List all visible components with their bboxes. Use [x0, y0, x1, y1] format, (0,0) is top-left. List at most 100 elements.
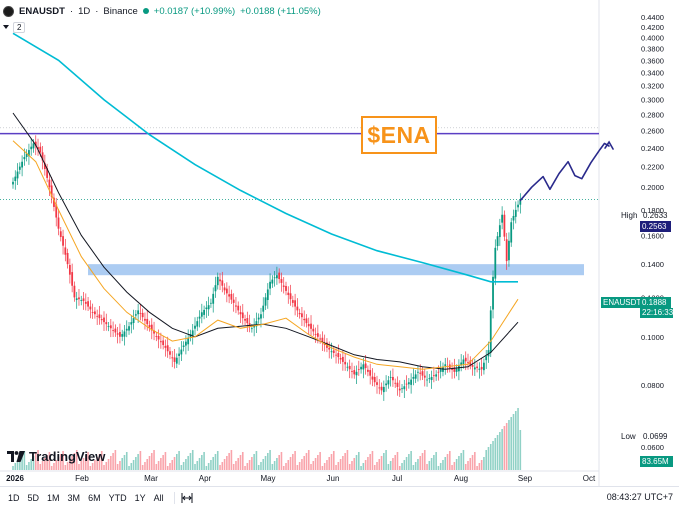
- candle-body: [94, 311, 96, 315]
- candle-body: [394, 382, 397, 384]
- candle-body: [367, 369, 369, 372]
- volume-bar: [132, 460, 135, 470]
- candle-body: [96, 315, 99, 317]
- candle-body: [80, 300, 83, 301]
- candle-body: [289, 293, 292, 300]
- range-button-3m[interactable]: 3M: [67, 493, 81, 503]
- volume-bar: [355, 455, 358, 470]
- volume-bar: [212, 457, 214, 470]
- candle-body: [75, 298, 78, 301]
- volume-bar: [46, 455, 48, 470]
- volume-bar: [369, 454, 371, 470]
- support-zone: [88, 264, 584, 276]
- candle-body: [114, 328, 117, 333]
- candle-body: [155, 336, 158, 337]
- range-button-1d[interactable]: 1D: [8, 493, 20, 503]
- volume-bar: [444, 457, 447, 470]
- volume-bar: [364, 460, 367, 470]
- candle-body: [250, 328, 253, 330]
- timeframe-label[interactable]: 1D: [78, 5, 91, 17]
- candle-body: [178, 353, 180, 356]
- volume-bar: [246, 463, 249, 470]
- candle-body: [198, 316, 201, 319]
- candle-body: [169, 351, 171, 355]
- volume-bar: [474, 452, 476, 470]
- range-button-6m[interactable]: 6M: [88, 493, 101, 503]
- volume-bar: [201, 455, 203, 470]
- candle-body: [444, 364, 447, 366]
- candle-body: [382, 386, 385, 393]
- range-button-1m[interactable]: 1M: [47, 493, 60, 503]
- candle-body: [510, 222, 513, 243]
- volume-bar: [480, 460, 483, 470]
- date-range-icon[interactable]: [181, 492, 193, 504]
- x-tick-label: Oct: [583, 474, 596, 483]
- volume-bar: [78, 464, 80, 470]
- volume-bar: [380, 456, 383, 470]
- volume-bar: [196, 461, 199, 470]
- volume-bar: [185, 459, 187, 470]
- candle-body: [480, 366, 483, 370]
- volume-bar: [330, 454, 333, 470]
- volume-bar: [153, 450, 155, 470]
- candle-body: [473, 367, 476, 370]
- candle-body: [257, 317, 260, 320]
- candles: [12, 135, 522, 401]
- candle-body: [171, 357, 174, 359]
- volume-bar: [471, 455, 474, 470]
- volume-bar: [251, 457, 253, 470]
- range-button-ytd[interactable]: YTD: [108, 493, 127, 503]
- volume-bar: [160, 458, 162, 470]
- candle-body: [221, 280, 224, 286]
- volume-bar: [362, 463, 365, 470]
- clock[interactable]: 08:43:27 UTC+7: [606, 492, 673, 502]
- volume-bar: [130, 463, 133, 470]
- indicators-toggle[interactable]: 2: [3, 21, 26, 33]
- y-tick-label: 0.2600: [641, 127, 664, 136]
- price-change-alt: +0.0188 (+11.05%): [240, 5, 321, 17]
- y-tick-label: 0.0800: [641, 381, 664, 390]
- volume-bar: [23, 451, 26, 470]
- candle-body: [437, 371, 440, 373]
- volume-bar: [219, 465, 221, 470]
- candle-body: [187, 337, 190, 345]
- volume-bar: [96, 457, 98, 470]
- candle-body: [84, 301, 87, 304]
- candle-body: [100, 319, 103, 321]
- candle-body: [228, 294, 231, 297]
- candle-body: [153, 330, 155, 334]
- candle-body: [203, 309, 205, 315]
- volume-bar: [280, 452, 283, 470]
- volume-bar: [360, 466, 362, 470]
- volume-bar: [467, 461, 469, 470]
- candle-body: [266, 289, 269, 301]
- symbol-name[interactable]: ENAUSDT: [19, 5, 65, 17]
- range-button-1y[interactable]: 1Y: [134, 493, 146, 503]
- candle-body: [66, 252, 69, 265]
- candle-body: [244, 319, 246, 321]
- volume-bar: [310, 464, 312, 470]
- price-change: +0.0187 (+10.99%): [153, 5, 236, 17]
- range-button-all[interactable]: All: [153, 493, 164, 503]
- candle-body: [305, 318, 308, 324]
- symbol-tag: ENAUSDT: [601, 297, 644, 308]
- candle-body: [112, 330, 114, 331]
- volume-bar: [12, 466, 14, 470]
- volume-bar: [342, 456, 344, 470]
- range-button-5d[interactable]: 5D: [27, 493, 40, 503]
- candle-body: [378, 387, 381, 389]
- candle-body: [116, 333, 119, 335]
- volume-bar: [207, 463, 210, 470]
- volume-bar: [319, 452, 321, 470]
- candle-body: [180, 349, 183, 355]
- volume-bar: [128, 466, 130, 470]
- volume-bar: [87, 452, 89, 470]
- volume-bar: [294, 451, 296, 470]
- volume-bar: [326, 460, 328, 470]
- volume-bar: [458, 456, 460, 470]
- volume-bar: [476, 466, 478, 470]
- candle-body: [59, 231, 62, 238]
- volume-bar: [446, 454, 449, 470]
- volume-bar: [119, 461, 121, 470]
